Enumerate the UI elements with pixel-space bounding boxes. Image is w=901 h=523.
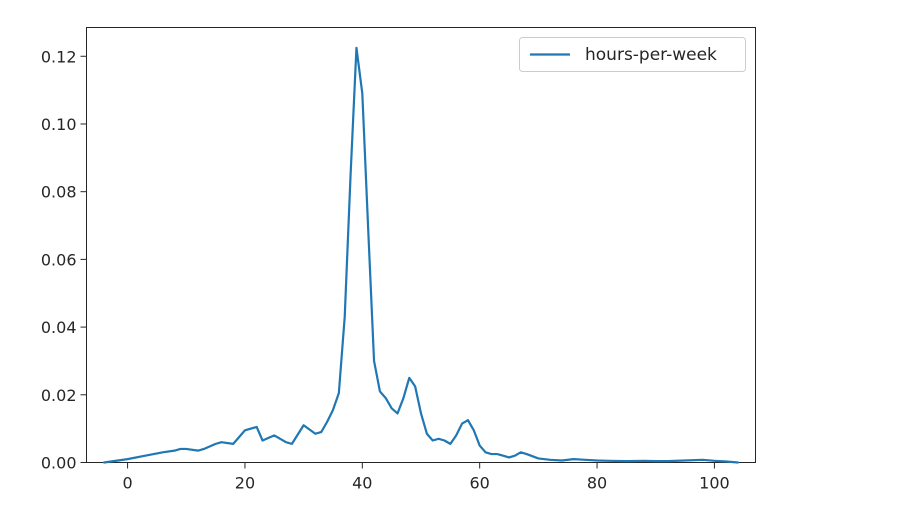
x-tick-label: 40 [352, 474, 372, 493]
y-tick-label: 0.02 [41, 386, 77, 405]
y-tick-label: 0.08 [41, 183, 77, 202]
x-tick-label: 100 [699, 474, 730, 493]
x-axis: 0 20 40 60 80 100 [122, 462, 730, 493]
x-tick-label: 80 [587, 474, 607, 493]
y-tick-label: 0.10 [41, 115, 77, 134]
x-tick-label: 60 [470, 474, 490, 493]
x-tick-label: 0 [122, 474, 132, 493]
y-axis: 0.00 0.02 0.04 0.06 0.08 0.10 0.12 [41, 47, 87, 473]
legend-box [519, 37, 746, 72]
legend-label: hours-per-week [585, 45, 717, 65]
plot-area [86, 27, 756, 464]
legend: hours-per-week [519, 37, 746, 72]
plot-frame [86, 27, 756, 463]
y-tick-label: 0.06 [41, 250, 77, 269]
x-tick-label: 20 [235, 474, 255, 493]
y-tick-label: 0.12 [41, 47, 77, 66]
y-tick-label: 0.00 [41, 454, 77, 473]
y-tick-label: 0.04 [41, 318, 77, 337]
series-line-hours-per-week [103, 46, 739, 464]
